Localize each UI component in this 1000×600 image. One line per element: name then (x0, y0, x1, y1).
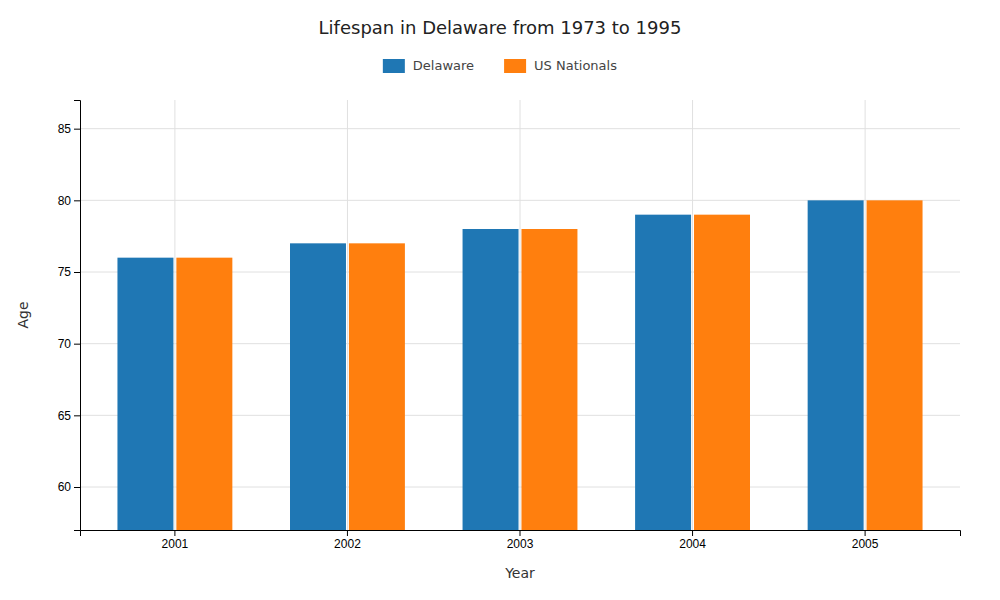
plot-area: 2001 2002 2003 2004 2005 60 65 70 75 80 85 (58, 100, 961, 600)
legend-item: US Nationals (504, 58, 617, 73)
grid-line (520, 100, 521, 530)
bar (694, 215, 750, 530)
tick-mark (174, 530, 175, 536)
bar (349, 243, 405, 530)
chart: 2001 2002 2003 2004 2005 60 65 70 75 80 85 Year Age L… (0, 0, 1000, 600)
bar (463, 229, 519, 530)
x-tick: 2002 (334, 530, 361, 551)
bar (117, 258, 173, 530)
x-axis-title: Year (504, 565, 535, 581)
y-tick: 60 (58, 480, 80, 494)
y-tick: 80 (58, 194, 80, 208)
tick-label: 70 (58, 337, 72, 351)
x-tick: 2004 (679, 530, 706, 551)
tick-mark (347, 530, 348, 536)
tick-mark (692, 530, 693, 536)
tick-mark (74, 344, 80, 345)
legend-swatch (504, 59, 526, 73)
tick-label: 2002 (334, 537, 361, 551)
bar (290, 243, 346, 530)
tick-label: 2004 (679, 537, 706, 551)
tick-label: 80 (58, 194, 72, 208)
tick-label: 85 (58, 122, 72, 136)
legend-label: US Nationals (534, 58, 617, 73)
tick-mark (74, 272, 80, 273)
title: Lifespan in Delaware from 1973 to 1995 (319, 17, 682, 38)
x-tick: 2003 (507, 530, 534, 551)
y-axis-title: Age (15, 301, 31, 328)
legend-label: Delaware (413, 58, 474, 73)
bar (176, 258, 232, 530)
bar (635, 215, 691, 530)
legend: Delaware US Nationals (383, 58, 617, 73)
bar (808, 200, 864, 530)
x-tick: 2001 (162, 530, 189, 551)
tick-label: 60 (58, 480, 72, 494)
y-tick: 65 (58, 409, 80, 423)
grid-line (174, 100, 175, 530)
tick-label: 2003 (507, 537, 534, 551)
tick-label: 65 (58, 409, 72, 423)
tick-mark (74, 200, 80, 201)
bars (117, 200, 922, 530)
tick-mark (865, 530, 866, 536)
x-axis: 2001 2002 2003 2004 2005 (81, 530, 961, 551)
grid-line (347, 100, 348, 530)
tick-mark (74, 415, 80, 416)
tick-mark (520, 530, 521, 536)
bar (521, 229, 577, 530)
x-tick: 2005 (852, 530, 879, 551)
y-tick: 85 (58, 122, 80, 136)
bar-series (176, 200, 922, 530)
tick-label: 75 (58, 265, 72, 279)
y-axis: 60 65 70 75 80 85 (58, 101, 81, 531)
bar-series (117, 200, 863, 530)
grid-line (692, 100, 693, 530)
tick-label: 2005 (852, 537, 879, 551)
axis-line (81, 531, 961, 537)
legend-swatch (383, 59, 405, 73)
axis-line (74, 101, 81, 531)
grid-line (865, 100, 866, 530)
y-tick: 70 (58, 337, 80, 351)
tick-mark (74, 487, 80, 488)
tick-mark (74, 129, 80, 130)
tick-label: 2001 (162, 537, 189, 551)
y-tick: 75 (58, 265, 80, 279)
legend-item: Delaware (383, 58, 474, 73)
bar (867, 200, 923, 530)
